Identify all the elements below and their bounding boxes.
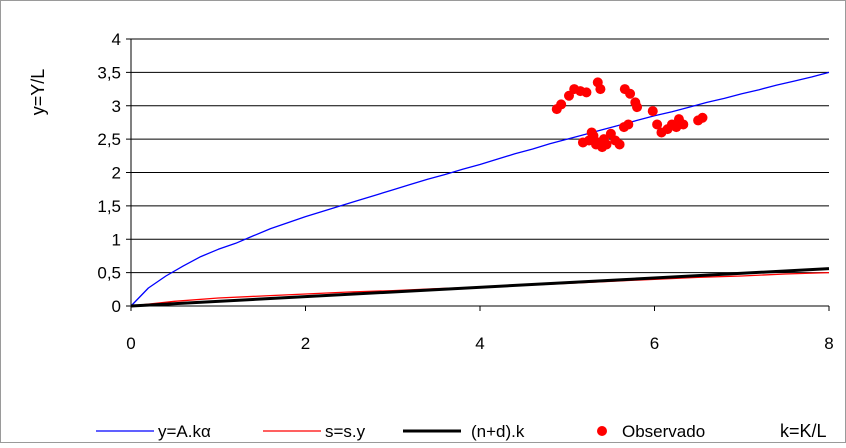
- y-tick-label: 1: [112, 230, 121, 249]
- y-axis-label: y=Y/L: [28, 69, 48, 116]
- x-tick-label: 0: [126, 334, 135, 353]
- scatter-point: [586, 127, 597, 138]
- x-tick-label: 2: [301, 334, 310, 353]
- scatter-point: [595, 84, 606, 95]
- label-layer: y=Y/L k=K/L: [28, 69, 827, 441]
- scatter-point: [652, 119, 663, 130]
- x-tick-label: 6: [650, 334, 659, 353]
- y-tick-label: 0: [112, 297, 121, 316]
- series-layer: [130, 71, 830, 308]
- scatter-point: [678, 119, 689, 130]
- y-tick-label: 2: [112, 164, 121, 183]
- axis-layer: 0 0,5 1 1,5 2 2,5 3 3,5 4 0 2 4 6 8: [97, 30, 833, 353]
- y-tick-label: 3,5: [97, 63, 121, 82]
- legend-label-2: (n+d).k: [471, 422, 525, 441]
- scatter-point: [556, 99, 567, 110]
- y-tick-label: 2,5: [97, 130, 121, 149]
- y-tick-label: 0,5: [97, 264, 121, 283]
- legend-label-1: s=s.y: [325, 422, 366, 441]
- y-tick-label: 1,5: [97, 197, 121, 216]
- y-tick-label: 3: [112, 97, 121, 116]
- legend-label-0: y=A.kα: [158, 422, 211, 441]
- scatter-point: [601, 139, 612, 150]
- x-axis-label: k=K/L: [780, 421, 827, 441]
- legend-label-3: Observado: [622, 422, 705, 441]
- scatter-point: [581, 87, 592, 98]
- grid-layer: [131, 38, 829, 274]
- scatter-point: [632, 102, 643, 113]
- legend: y=A.kα s=s.y (n+d).k Observado: [96, 422, 705, 441]
- legend-swatch-3: [597, 426, 607, 436]
- series-line-0: [130, 71, 830, 307]
- y-tick-label: 4: [112, 30, 121, 49]
- series-line-2: [130, 267, 830, 308]
- x-tick-label: 8: [824, 334, 833, 353]
- scatter-point: [697, 112, 708, 123]
- scatter-point: [614, 139, 625, 150]
- x-tick-label: 4: [475, 334, 484, 353]
- scatter-point: [647, 106, 658, 117]
- scatter-point: [625, 88, 636, 99]
- scatter-point: [623, 119, 634, 130]
